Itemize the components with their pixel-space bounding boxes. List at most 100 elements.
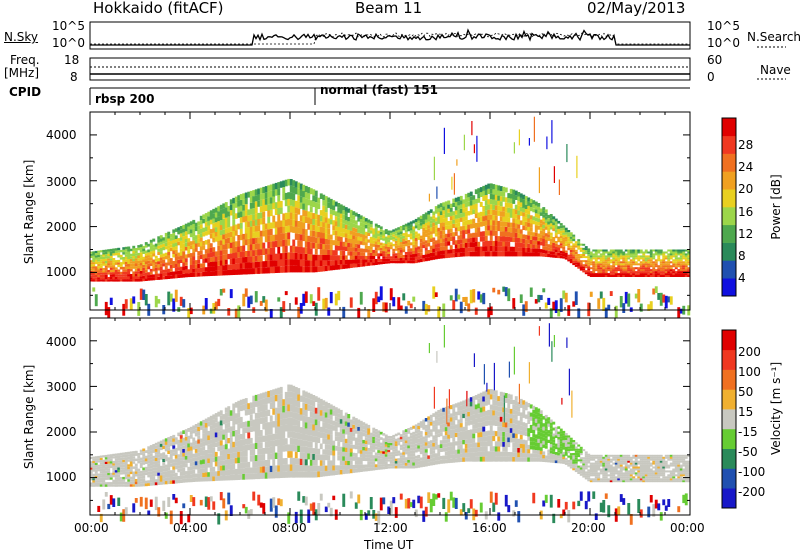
heatmap-cell [344, 412, 348, 417]
heatmap-cell [334, 436, 338, 441]
heatmap-cell [477, 193, 481, 198]
heatmap-cell [449, 249, 453, 254]
heatmap-cell [544, 216, 548, 220]
heatmap-cell [127, 251, 131, 254]
heatmap-cell [394, 235, 398, 239]
heatmap-cell [527, 235, 531, 240]
heatmap-cell [99, 254, 103, 257]
heatmap-cell [117, 455, 121, 458]
cpid-panel [89, 87, 690, 105]
heatmap-cell [547, 231, 551, 235]
heatmap-cell [432, 230, 436, 234]
heatmap-cell [164, 246, 168, 250]
heatmap-cell [187, 478, 191, 483]
heatmap-cell [194, 440, 198, 445]
heatmap-cell [369, 227, 373, 231]
heatmap-cell [177, 447, 181, 451]
heatmap-cell [309, 399, 313, 406]
heatmap-cell [414, 231, 418, 235]
heatmap-cell [557, 226, 561, 229]
heatmap-cell [362, 248, 366, 253]
heatmap-cell [222, 470, 226, 476]
heatmap-cell [237, 240, 241, 247]
heatmap-cell [197, 242, 201, 247]
heatmap-cell [277, 426, 281, 433]
heatmap-cell [622, 255, 626, 258]
heatmap-cell [162, 276, 166, 280]
heatmap-cell [504, 197, 508, 203]
heatmap-cell [287, 417, 291, 425]
heatmap-cell [489, 183, 493, 189]
heatmap-cell [212, 466, 216, 472]
heatmap-cell [364, 427, 368, 431]
heatmap-cell [314, 407, 318, 414]
heatmap-cell [294, 226, 298, 234]
heatmap-cell [409, 242, 413, 246]
heatmap-cell [389, 454, 393, 457]
heatmap-cell [339, 264, 343, 270]
heatmap-cell [259, 218, 263, 225]
heatmap-cell [179, 460, 183, 465]
heatmap-cell [362, 234, 366, 239]
heatmap-cell [129, 484, 133, 487]
heatmap-cell [372, 461, 376, 465]
heatmap-cell [307, 241, 311, 248]
heatmap-cell [212, 252, 216, 257]
heatmap-cell [197, 452, 201, 457]
heatmap-cell [122, 467, 126, 470]
heatmap-cell [339, 255, 343, 260]
heatmap-cell [152, 455, 156, 459]
heatmap-cell [424, 247, 428, 251]
heatmap-cell [224, 449, 228, 455]
heatmap-cell [177, 468, 181, 473]
heatmap-cell [274, 505, 278, 518]
heatmap-cell [324, 297, 328, 309]
heatmap-cell [142, 456, 146, 460]
heatmap-cell [192, 264, 196, 269]
heatmap-cell [329, 250, 333, 256]
heatmap-cell [427, 242, 431, 247]
heatmap-cell [409, 450, 413, 454]
heatmap-cell [102, 254, 106, 257]
heatmap-cell [162, 481, 166, 485]
heatmap-cell [259, 466, 263, 473]
heatmap-cell [277, 445, 281, 453]
heatmap-cell [152, 274, 156, 278]
heatmap-cell [372, 237, 376, 241]
heatmap-cell [99, 471, 103, 474]
heatmap-cell [267, 191, 271, 198]
heatmap-cell [242, 445, 246, 451]
heatmap-cell [369, 259, 373, 263]
heatmap-cell [212, 218, 216, 224]
heatmap-cell [112, 269, 116, 273]
heatmap-cell [569, 241, 573, 244]
heatmap-cell [444, 233, 448, 238]
heatmap-cell [674, 257, 678, 260]
heatmap-cell [124, 271, 128, 275]
heatmap-cell [269, 434, 273, 441]
heatmap-cell [354, 418, 358, 422]
heatmap-cell [429, 220, 433, 224]
heatmap-cell [392, 231, 396, 235]
heatmap-cell [149, 263, 153, 266]
heatmap-cell [262, 398, 266, 405]
heatmap-cell [199, 468, 203, 473]
heatmap-cell [99, 261, 103, 264]
heatmap-cell [169, 237, 173, 241]
heatmap-cell [94, 257, 98, 260]
heatmap-cell [247, 209, 251, 216]
heatmap-cell [302, 415, 306, 422]
heatmap-cell [147, 277, 151, 281]
heatmap-cell [317, 397, 321, 404]
heatmap-cell [389, 288, 393, 301]
heatmap-cell [199, 246, 203, 251]
heatmap-cell [312, 213, 316, 219]
heatmap-cell [262, 193, 266, 200]
heatmap-cell [134, 255, 138, 259]
heatmap-cell [287, 225, 291, 233]
heatmap-cell [359, 241, 363, 245]
heatmap-cell [589, 267, 593, 270]
heatmap-cell [272, 183, 276, 191]
heatmap-cell [387, 459, 391, 462]
heatmap-cell [207, 449, 211, 454]
